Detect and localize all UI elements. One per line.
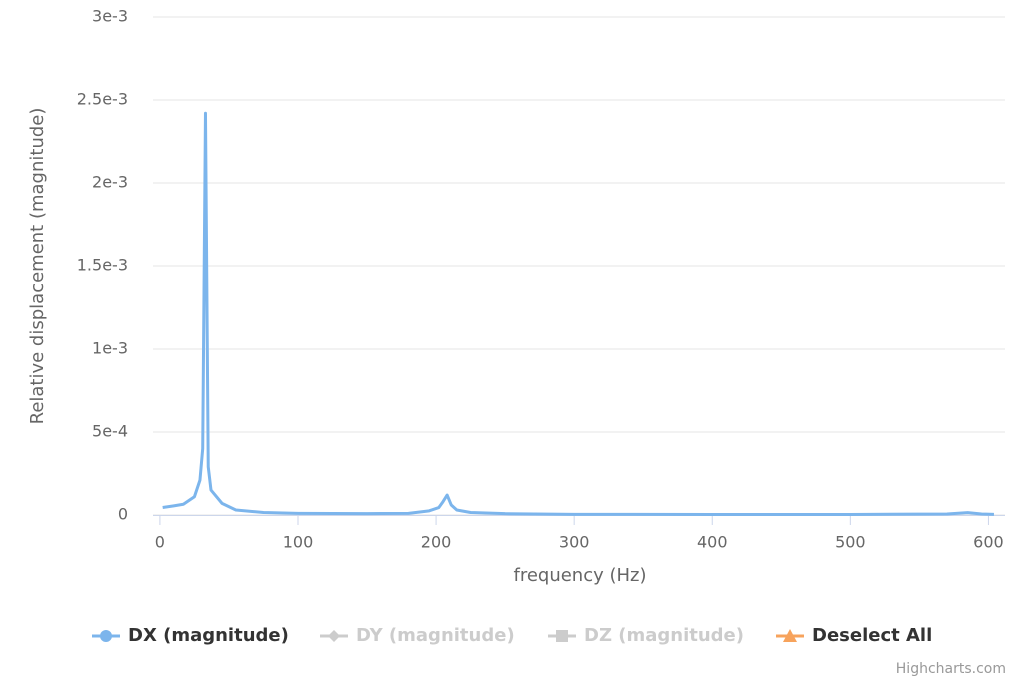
data-line: [162, 111, 994, 517]
x-tick-label: 500: [835, 533, 866, 552]
legend-symbol: [783, 629, 797, 642]
legend-symbol: [100, 630, 112, 642]
x-tick-label: 0: [155, 533, 165, 552]
y-tick-label: 0: [118, 505, 128, 524]
y-tick-label: 1e-3: [92, 339, 128, 358]
legend-label[interactable]: DX (magnitude): [128, 625, 289, 646]
x-tick-label: 400: [697, 533, 728, 552]
legend-item[interactable]: DX (magnitude): [92, 625, 289, 646]
legend-label[interactable]: Deselect All: [812, 625, 932, 646]
legend-label[interactable]: DY (magnitude): [356, 625, 515, 646]
x-tick-label: 300: [559, 533, 590, 552]
legend-item[interactable]: Deselect All: [776, 625, 932, 646]
y-tick-label: 1.5e-3: [77, 256, 128, 275]
y-tick-label: 2.5e-3: [77, 90, 128, 109]
credits[interactable]: Highcharts.com: [896, 661, 1006, 677]
legend-symbol: [328, 630, 340, 642]
x-tick-label: 100: [283, 533, 314, 552]
legend-label[interactable]: DZ (magnitude): [584, 625, 744, 646]
y-tick-label: 3e-3: [92, 7, 128, 26]
legend-symbol: [556, 630, 568, 642]
y-axis-title: Relative displacement (magnitude): [27, 108, 48, 425]
x-axis-title: frequency (Hz): [513, 565, 646, 586]
legend-item[interactable]: DY (magnitude): [320, 625, 515, 646]
x-tick-label: 600: [973, 533, 1004, 552]
y-tick-label: 5e-4: [92, 422, 128, 441]
legend-item[interactable]: DZ (magnitude): [548, 625, 744, 646]
x-tick-label: 200: [421, 533, 452, 552]
legend: DX (magnitude) DY (magnitude) DZ (magnitud…: [92, 625, 932, 646]
y-tick-label: 2e-3: [92, 173, 128, 192]
